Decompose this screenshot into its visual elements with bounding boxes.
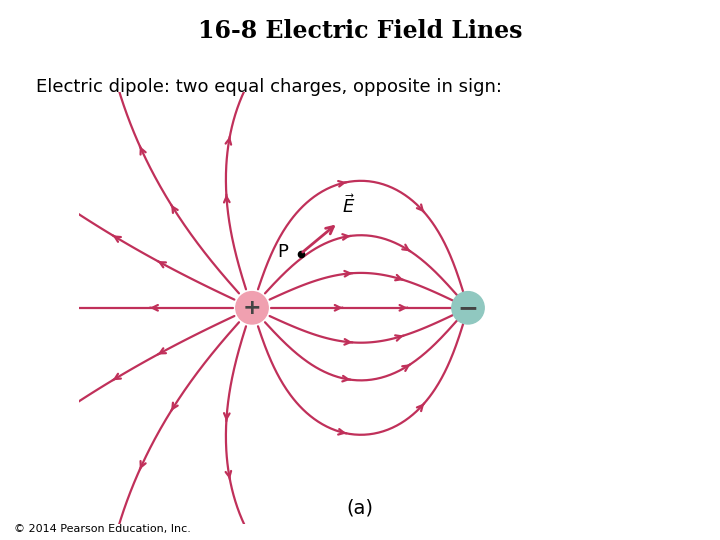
Text: P: P — [276, 242, 288, 261]
Text: © 2014 Pearson Education, Inc.: © 2014 Pearson Education, Inc. — [14, 523, 192, 534]
Text: (a): (a) — [346, 498, 374, 517]
Text: 16-8 Electric Field Lines: 16-8 Electric Field Lines — [198, 19, 522, 43]
Text: Electric dipole: two equal charges, opposite in sign:: Electric dipole: two equal charges, oppo… — [36, 78, 502, 96]
Text: $\vec{E}$: $\vec{E}$ — [342, 194, 356, 217]
Circle shape — [452, 292, 484, 324]
Text: +: + — [243, 298, 261, 318]
Circle shape — [236, 292, 268, 324]
Text: −: − — [457, 296, 479, 320]
